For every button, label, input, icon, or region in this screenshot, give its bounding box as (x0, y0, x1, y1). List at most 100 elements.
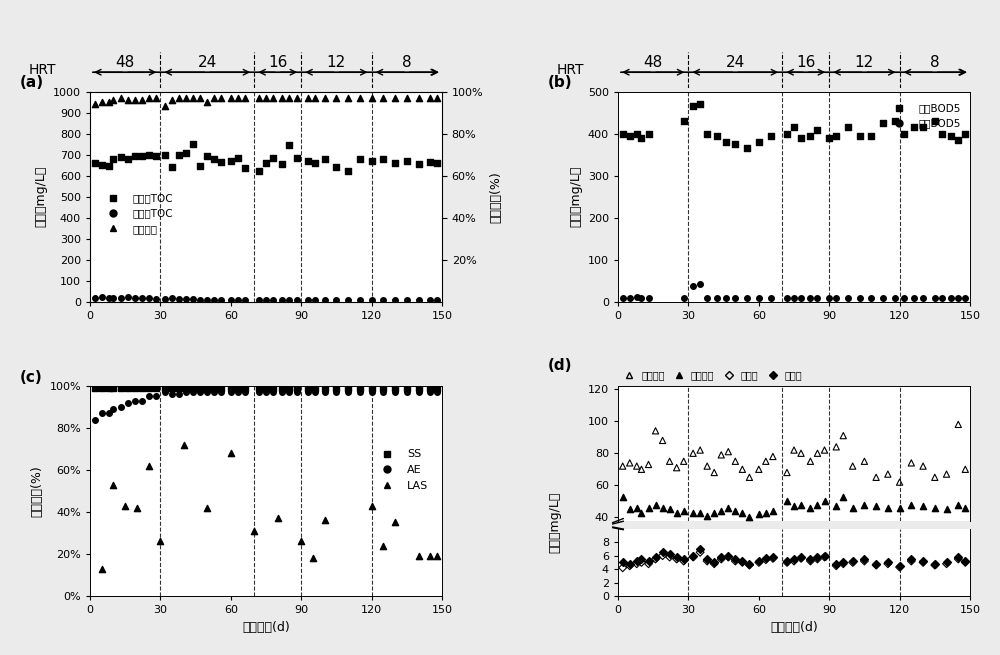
Point (720, 502, 736, 513)
Point (364, 383, 380, 393)
Point (939, 557, 955, 568)
Point (741, 559, 757, 569)
Point (422, 295, 438, 305)
Point (185, 139, 201, 149)
Point (317, 387, 333, 398)
Point (758, 508, 774, 518)
Point (741, 512, 757, 523)
Point (411, 551, 427, 561)
Point (727, 456, 743, 466)
Point (134, 292, 150, 303)
Point (94, 160, 110, 170)
Point (206, 93, 222, 103)
Point (880, 557, 896, 568)
Point (809, 293, 825, 304)
Point (950, 135, 966, 145)
Point (615, 557, 631, 568)
Text: 8: 8 (402, 55, 412, 70)
Point (845, 556, 861, 567)
Point (352, 383, 368, 393)
Point (892, 562, 908, 572)
Point (629, 291, 645, 302)
Point (706, 557, 722, 568)
Point (185, 93, 201, 103)
Point (94, 292, 110, 303)
Point (230, 93, 246, 103)
Point (148, 93, 164, 103)
Point (164, 162, 180, 173)
Point (206, 387, 222, 398)
Point (411, 383, 427, 393)
Point (880, 502, 896, 513)
Point (223, 448, 239, 458)
Point (230, 295, 246, 305)
Point (751, 556, 767, 567)
Point (411, 93, 427, 103)
Point (148, 391, 164, 402)
Point (793, 499, 809, 510)
Point (375, 295, 391, 305)
Point (223, 156, 239, 166)
Point (615, 461, 631, 472)
Point (802, 293, 818, 304)
Point (727, 553, 743, 564)
Point (692, 279, 708, 290)
Point (192, 161, 208, 172)
Point (199, 151, 215, 161)
Point (258, 158, 274, 168)
Point (786, 501, 802, 512)
Point (802, 130, 818, 141)
Text: (d): (d) (548, 358, 572, 373)
Point (741, 472, 757, 483)
Point (237, 383, 253, 393)
Point (692, 99, 708, 109)
Point (863, 130, 879, 141)
Point (699, 128, 715, 139)
Point (828, 561, 844, 571)
Point (622, 292, 638, 303)
Point (734, 508, 750, 518)
Point (94, 408, 110, 419)
Point (141, 460, 157, 471)
Point (727, 293, 743, 304)
Point (265, 383, 281, 393)
Point (817, 496, 833, 506)
Point (274, 159, 290, 170)
Point (328, 93, 344, 103)
Point (105, 479, 121, 490)
Text: 12: 12 (327, 55, 346, 70)
Point (94, 383, 110, 393)
Point (134, 383, 150, 393)
Text: 16: 16 (796, 55, 815, 70)
Point (178, 383, 194, 393)
Point (206, 383, 222, 393)
Point (939, 504, 955, 515)
Point (317, 383, 333, 393)
Text: 48: 48 (644, 55, 663, 70)
Point (817, 550, 833, 561)
Point (364, 500, 380, 511)
Point (129, 502, 145, 513)
Text: (c): (c) (20, 369, 42, 384)
Point (802, 553, 818, 564)
Point (141, 391, 157, 402)
Point (265, 93, 281, 103)
Point (915, 293, 931, 304)
Point (868, 560, 884, 571)
Point (134, 95, 150, 105)
Point (633, 557, 649, 568)
Point (692, 445, 708, 455)
Point (779, 557, 795, 568)
Point (713, 553, 729, 564)
Point (213, 157, 229, 167)
Point (856, 499, 872, 510)
Point (734, 557, 750, 568)
Point (896, 128, 912, 139)
Point (685, 552, 701, 562)
Point (340, 383, 356, 393)
Legend: 进水氨氮, 出水氨氮, 进水磷, 出水磷: 进水氨氮, 出水氨氮, 进水磷, 出水磷 (616, 367, 806, 384)
Point (655, 435, 671, 445)
Point (633, 553, 649, 564)
Text: HRT: HRT (29, 64, 57, 77)
Point (199, 387, 215, 398)
